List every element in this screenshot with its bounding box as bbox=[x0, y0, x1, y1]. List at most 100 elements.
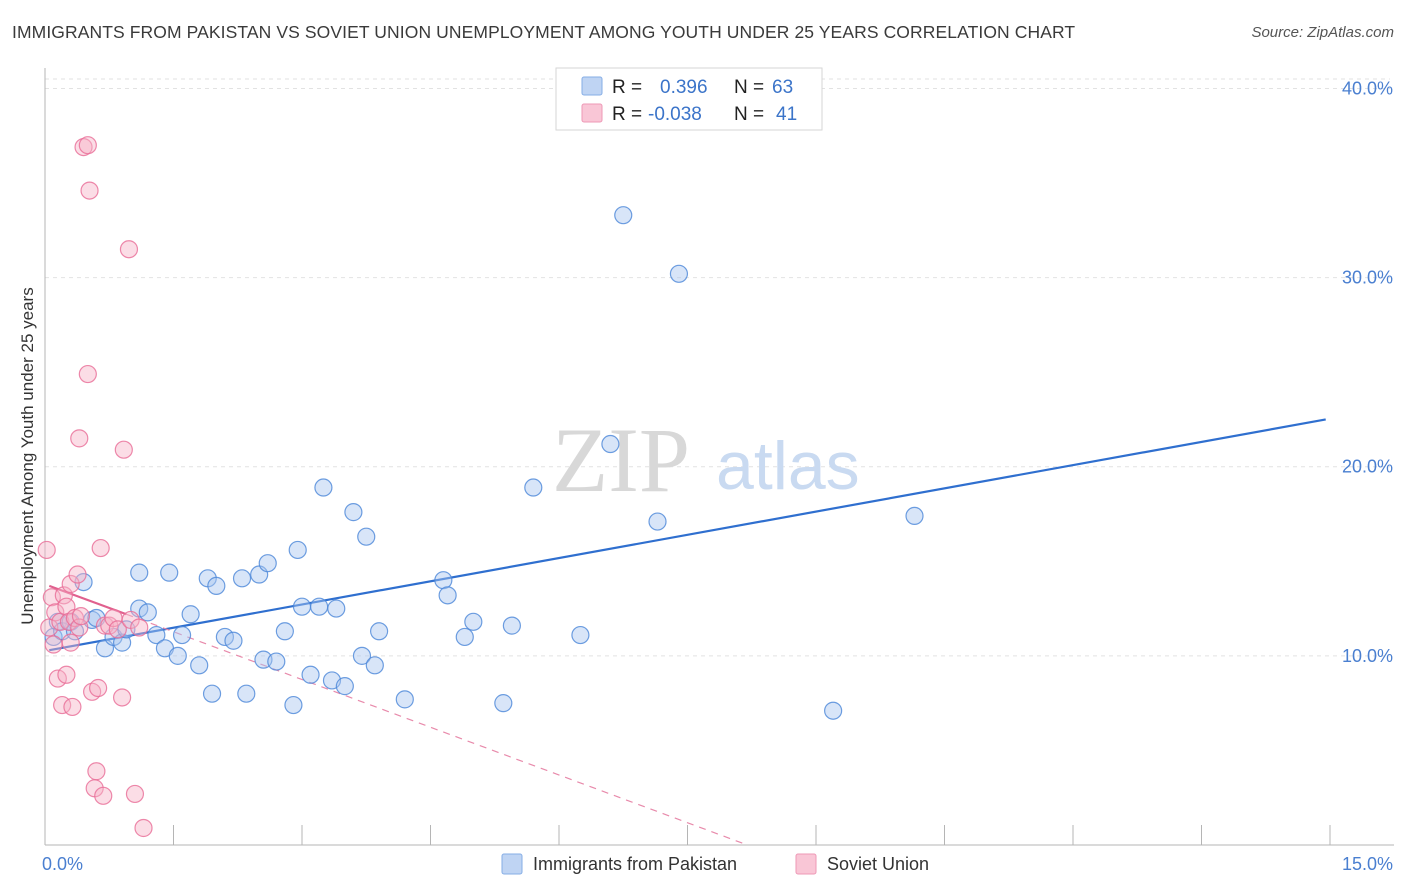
x-tick-label-min: 0.0% bbox=[42, 854, 83, 874]
pakistan-point-43 bbox=[344, 503, 363, 522]
x-tick-label-max: 15.0% bbox=[1342, 854, 1393, 874]
pakistan-point-38 bbox=[310, 597, 329, 616]
pakistan-point-15 bbox=[147, 625, 166, 645]
soviet-point-29 bbox=[94, 786, 113, 805]
pakistan-point-36 bbox=[292, 597, 312, 616]
pakistan-point-18 bbox=[168, 646, 187, 665]
bottom-legend-label-soviet: Soviet Union bbox=[827, 854, 929, 874]
pakistan-point-17 bbox=[160, 563, 179, 582]
soviet-point-0 bbox=[37, 540, 56, 560]
soviet-point-33 bbox=[108, 620, 127, 639]
watermark-zip: ZIP bbox=[552, 409, 690, 511]
trend-line-soviet-dashed bbox=[126, 613, 748, 846]
pakistan-point-44 bbox=[352, 646, 372, 665]
legend-r-value-2: -0.038 bbox=[648, 104, 702, 125]
soviet-point-26 bbox=[87, 762, 106, 781]
series-legend: Immigrants from Pakistan Soviet Union bbox=[501, 853, 929, 875]
soviet-point-36 bbox=[119, 240, 139, 259]
soviet-point-39 bbox=[130, 618, 149, 637]
pakistan-point-32 bbox=[267, 652, 286, 671]
y-tick-labels: 10.0% 20.0% 30.0% 40.0% bbox=[1342, 78, 1393, 665]
pakistan-point-26 bbox=[224, 631, 243, 650]
pakistan-point-39 bbox=[314, 478, 333, 497]
pakistan-point-60 bbox=[669, 264, 689, 283]
y-tick-label-2: 30.0% bbox=[1342, 268, 1393, 288]
pakistan-point-25 bbox=[215, 627, 234, 647]
bottom-legend-swatch-soviet bbox=[795, 853, 817, 875]
legend-n-label-2: N = bbox=[734, 104, 764, 125]
pakistan-point-48 bbox=[395, 690, 414, 709]
pakistan-point-34 bbox=[284, 695, 303, 715]
legend-n-label-1: N = bbox=[734, 77, 764, 98]
trend-line-pakistan bbox=[49, 418, 1326, 652]
soviet-point-35 bbox=[114, 440, 133, 459]
pakistan-point-56 bbox=[571, 625, 590, 645]
pakistan-point-53 bbox=[494, 694, 513, 713]
pakistan-point-62 bbox=[905, 506, 924, 526]
pakistan-point-37 bbox=[301, 665, 320, 684]
pakistan-point-33 bbox=[275, 622, 294, 641]
soviet-point-13 bbox=[61, 633, 80, 652]
chart-source: Source: ZipAtlas.com bbox=[1251, 24, 1394, 41]
pakistan-point-41 bbox=[327, 599, 346, 618]
watermark-atlas: atlas bbox=[716, 428, 860, 504]
pakistan-point-45 bbox=[357, 527, 376, 546]
bottom-legend-swatch-pakistan bbox=[501, 853, 523, 875]
pakistan-point-57 bbox=[601, 434, 620, 454]
soviet-point-17 bbox=[70, 618, 89, 637]
soviet-point-16 bbox=[68, 565, 87, 584]
pakistan-point-28 bbox=[237, 684, 256, 703]
pakistan-point-35 bbox=[288, 540, 307, 560]
pakistan-point-47 bbox=[370, 622, 389, 641]
legend-r-value-1: 0.396 bbox=[660, 77, 708, 98]
pakistan-point-27 bbox=[232, 569, 252, 588]
pakistan-point-21 bbox=[190, 656, 209, 675]
pakistan-point-51 bbox=[455, 627, 474, 647]
pakistan-point-19 bbox=[172, 625, 192, 645]
pakistan-point-59 bbox=[648, 512, 667, 531]
soviet-point-3 bbox=[44, 635, 63, 654]
soviet-point-8 bbox=[54, 586, 73, 605]
chart-title: IMMIGRANTS FROM PAKISTAN VS SOVIET UNION… bbox=[12, 22, 1076, 42]
pakistan-point-24 bbox=[207, 576, 226, 595]
legend-n-value-1: 63 bbox=[772, 77, 793, 98]
pakistan-point-52 bbox=[464, 612, 483, 631]
soviet-point-27 bbox=[89, 678, 108, 698]
legend-swatch-pakistan bbox=[581, 76, 603, 96]
y-tick-label-0: 10.0% bbox=[1342, 646, 1393, 666]
pakistan-point-50 bbox=[438, 586, 457, 605]
soviet-point-19 bbox=[71, 607, 91, 626]
soviet-point-4 bbox=[46, 603, 65, 622]
soviet-point-28 bbox=[91, 538, 110, 558]
pakistan-point-55 bbox=[524, 478, 543, 497]
legend-swatch-soviet bbox=[581, 103, 603, 123]
bottom-legend-label-pakistan: Immigrants from Pakistan bbox=[533, 854, 737, 874]
soviet-point-38 bbox=[125, 784, 145, 804]
axes bbox=[44, 68, 1394, 846]
correlation-legend: R = 0.396 N = 63 R = -0.038 N = 41 bbox=[555, 67, 823, 131]
y-tick-label-3: 40.0% bbox=[1342, 78, 1393, 98]
soviet-point-5 bbox=[48, 669, 67, 688]
x-tick-labels: 0.0% 15.0% bbox=[42, 854, 1393, 874]
pakistan-point-42 bbox=[335, 677, 354, 696]
soviet-point-40 bbox=[134, 818, 153, 838]
soviet-point-22 bbox=[78, 364, 97, 384]
pakistan-point-14 bbox=[138, 603, 157, 622]
pakistan-point-20 bbox=[181, 605, 200, 624]
soviet-point-12 bbox=[61, 574, 80, 594]
pakistan-point-49 bbox=[434, 571, 453, 590]
pakistan-point-13 bbox=[130, 563, 149, 582]
watermark: ZIP atlas bbox=[552, 409, 860, 511]
soviet-point-23 bbox=[80, 181, 99, 200]
soviet-point-9 bbox=[57, 665, 76, 684]
legend-n-value-2: 41 bbox=[776, 104, 797, 125]
soviet-point-14 bbox=[63, 697, 82, 717]
y-tick-label-1: 20.0% bbox=[1342, 457, 1393, 477]
gridlines bbox=[45, 78, 1390, 657]
pakistan-point-54 bbox=[502, 616, 521, 635]
soviet-point-21 bbox=[78, 136, 97, 155]
pakistan-point-58 bbox=[614, 206, 633, 225]
soviet-point-18 bbox=[70, 429, 89, 448]
pakistan-point-31 bbox=[258, 554, 277, 573]
